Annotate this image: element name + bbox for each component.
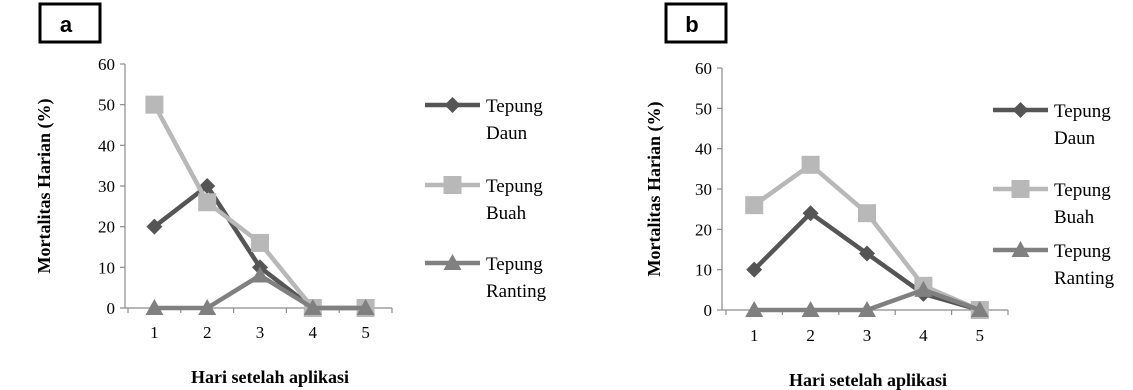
x-tick-label: 2 [806,326,815,345]
legend-item: Tepung Daun [993,101,1111,149]
legend-marker-triangle [1011,241,1030,257]
y-tick-label: 50 [695,99,712,118]
panel-label-box: a [38,2,102,44]
legend-label: Tepung [486,96,543,117]
legend-label: Tepung [1054,180,1111,201]
chart-panel-b: b 0 10 20 30 40 50 60 1 2 3 4 5 Hari setelah aplikasi… [644,2,1115,390]
data-point-triangle [198,299,217,315]
data-point-triangle [745,301,764,317]
panel-label: a [60,12,73,37]
legend-item: Tepung Buah [425,176,543,224]
panel-label-frame [38,2,102,44]
panel-label: b [685,12,698,37]
data-point-triangle [303,299,322,315]
legend-label: Daun [1054,128,1096,149]
legend-marker-square [443,176,462,194]
x-axis-title: Hari setelah aplikasi [789,370,947,390]
x-axis-title: Hari setelah aplikasi [191,367,349,387]
y-tick-label: 20 [695,220,712,239]
data-point-square [745,196,764,215]
legend-item: Tepung Daun [425,96,543,144]
panel-label-frame [664,2,728,44]
y-tick-label: 10 [98,258,115,277]
y-tick-label: 30 [695,180,712,199]
y-tick-label: 60 [98,55,115,74]
y-tick-label: 60 [695,59,712,78]
x-tick-label: 5 [361,323,370,342]
x-tick-label: 4 [309,323,318,342]
x-tick-label: 3 [863,326,872,345]
data-point-triangle [801,301,820,317]
legend: Tepung Daun Tepung Buah Tepung Ranting [993,101,1115,289]
x-tick-label: 1 [150,323,159,342]
y-tick-label: 40 [98,136,115,155]
x-tick-label: 1 [750,326,759,345]
y-tick-label: 10 [695,261,712,280]
data-point-triangle [145,299,164,315]
x-tick-label: 3 [256,323,265,342]
legend-label: Buah [486,203,527,224]
legend-label: Ranting [486,281,547,302]
y-tick-label: 0 [107,299,116,318]
series-triangle [745,280,989,317]
y-axis-title: Mortalitas Harian (%) [34,99,55,274]
x-tick-label: 4 [919,326,928,345]
data-point-diamond [802,205,819,222]
y-tick-label: 50 [98,96,115,115]
y-tick-label: 0 [704,301,713,320]
series-square [745,155,989,319]
data-point-triangle [356,299,375,315]
y-axis-title: Mortalitas Harian (%) [644,102,665,277]
legend-marker-square [1011,180,1030,198]
legend: Tepung Daun Tepung Buah Tepung Ranting [425,96,547,302]
legend-label: Daun [486,123,528,144]
chart-panel-a: a 0 10 20 30 40 50 60 1 2 3 4 5 Hari setelah aplikasi… [34,2,547,387]
y-tick-label: 30 [98,177,115,196]
legend-item: Tepung Buah [993,180,1111,228]
data-point-triangle [858,301,876,317]
x-tick-label: 5 [976,326,985,345]
series-triangle [145,266,375,315]
y-tick-label: 20 [98,218,115,237]
legend-marker-triangle [443,254,462,270]
data-point-triangle [251,266,269,283]
legend-label: Tepung [486,176,543,197]
data-point-square [801,155,820,174]
data-point-diamond [146,218,163,235]
y-tick-label: 40 [695,140,712,159]
data-point-square [251,233,269,252]
data-point-square [145,95,164,114]
legend-label: Tepung [486,254,543,275]
legend-item: Tepung Ranting [425,254,547,302]
data-point-diamond [746,261,763,278]
legend-item: Tepung Ranting [993,241,1115,289]
data-point-triangle [914,280,933,297]
data-point-square [858,204,876,223]
panel-label-box: b [664,2,728,44]
legend-marker-diamond [444,97,461,113]
x-tick-label: 2 [203,323,212,342]
data-point-diamond [199,178,216,194]
data-point-diamond [859,245,875,262]
legend-label: Tepung [1054,241,1111,262]
data-point-square [198,193,217,212]
legend-label: Buah [1054,207,1095,228]
legend-label: Ranting [1054,268,1115,289]
data-point-triangle [970,301,989,317]
legend-label: Tepung [1054,101,1111,122]
legend-marker-diamond [1012,102,1029,118]
